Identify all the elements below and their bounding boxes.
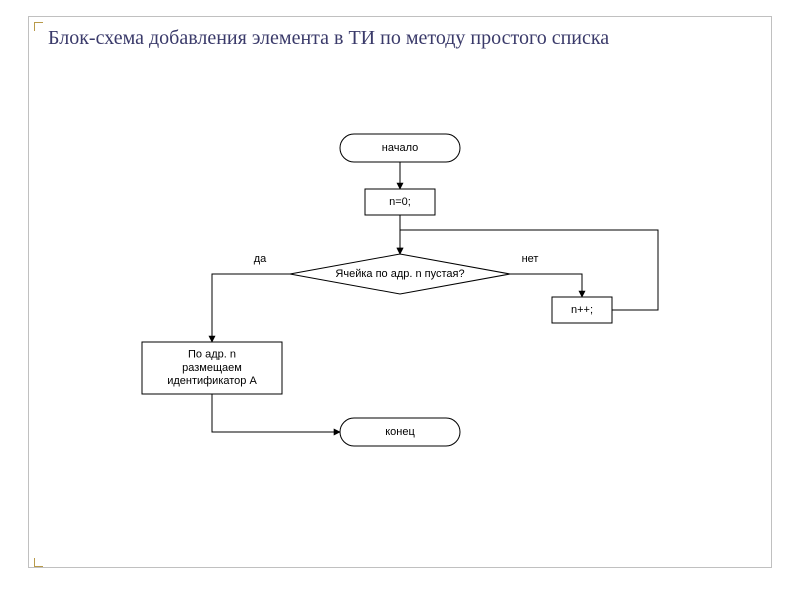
node-label-init: n=0; — [389, 196, 411, 208]
node-label-inc: n++; — [571, 304, 593, 316]
node-label-end: конец — [385, 426, 415, 438]
node-label-place: идентификатор A — [167, 375, 257, 387]
corner-accent-bottom-left — [34, 558, 43, 567]
node-label-start: начало — [382, 142, 418, 154]
edge-place-end — [212, 394, 340, 432]
node-label-cond: Ячейка по адр. n пустая? — [335, 268, 464, 280]
corner-accent-top-left — [34, 22, 43, 31]
flowchart-diagram: начало n=0; Ячейка по адр. n пустая? По адр… — [28, 100, 772, 568]
node-label-place: По адр. n — [188, 349, 236, 361]
edge-cond-inc — [510, 274, 582, 297]
node-label-place: размещаем — [182, 362, 242, 374]
edge-label-cond: нет — [522, 253, 539, 265]
page-title: Блок-схема добавления элемента в ТИ по м… — [48, 26, 748, 51]
edge-label-cond: да — [254, 253, 267, 265]
edge-cond-place — [212, 274, 290, 342]
